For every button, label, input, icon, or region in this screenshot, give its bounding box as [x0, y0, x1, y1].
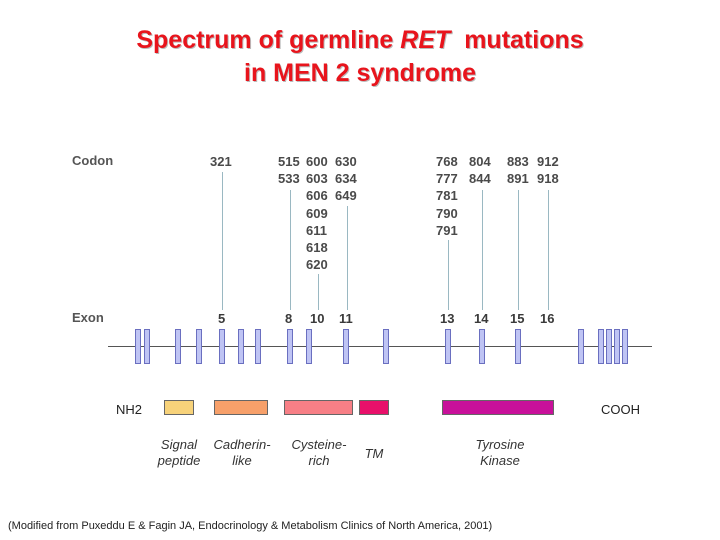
connector-line-exon-15 [518, 190, 519, 310]
connector-line-exon-14 [482, 190, 483, 310]
exon-box [175, 329, 181, 364]
exon-box [144, 329, 150, 364]
codon-column-515: 515 533 [278, 154, 300, 187]
connector-line-exon-10 [318, 274, 319, 310]
codon-column-883: 883 891 [507, 154, 529, 187]
exon-box [343, 329, 349, 364]
exon-box [515, 329, 521, 364]
tyrosine-kinase-domain [442, 400, 554, 415]
connector-line-exon-8 [290, 190, 291, 310]
exon-label: Exon [72, 310, 104, 325]
c-terminus-label: COOH [601, 402, 640, 417]
title-line-2: in MEN 2 syndrome [244, 59, 476, 87]
transmembrane-domain [359, 400, 389, 415]
exon-box [383, 329, 389, 364]
cysteine-rich-label: Cysteine-rich [291, 437, 347, 468]
exon-box [135, 329, 141, 364]
exon-box [622, 329, 628, 364]
cysteine-rich-domain [284, 400, 353, 415]
n-terminus-label: NH2 [116, 402, 143, 417]
exon-box [614, 329, 620, 364]
transmembrane-label: TM [364, 446, 384, 461]
exon-box [287, 329, 293, 364]
codon-column-630: 630 634 649 [335, 154, 357, 204]
exon-number-14: 14 [474, 311, 489, 326]
exon-number-15: 15 [510, 311, 525, 326]
codon-column-600: 600 603 606 609 611 618 620 [306, 154, 328, 273]
exon-box [238, 329, 244, 364]
exon-box [479, 329, 485, 364]
connector-line-exon-5 [222, 172, 223, 310]
codon-column-912: 912 918 [537, 154, 559, 187]
signal-peptide-label: Signal peptide [157, 437, 201, 468]
exon-box [606, 329, 612, 364]
exon-box [306, 329, 312, 364]
cadherin-like-label: Cadherin-like [213, 437, 271, 468]
codon-column-768: 768 777 781 790 791 [436, 154, 458, 238]
title-line-1: Spectrum of germline RET mutations [136, 26, 584, 54]
exon-number-16: 16 [540, 311, 555, 326]
exon-number-11: 11 [339, 311, 353, 326]
exon-number-5: 5 [218, 311, 226, 326]
exon-box [255, 329, 261, 364]
exon-box [578, 329, 584, 364]
gene-baseline [108, 346, 652, 347]
codon-label: Codon [72, 153, 114, 168]
exon-number-13: 13 [440, 311, 455, 326]
codon-column-804: 804 844 [469, 154, 491, 187]
connector-line-exon-13 [448, 240, 449, 310]
tyrosine-kinase-label: Tyrosine Kinase [475, 437, 525, 468]
cadherin-like-domain [214, 400, 268, 415]
signal-peptide-domain [164, 400, 194, 415]
exon-box [196, 329, 202, 364]
exon-number-10: 10 [310, 311, 325, 326]
exon-box [219, 329, 225, 364]
exon-box [445, 329, 451, 364]
codon-column-321: 321 [210, 154, 232, 169]
citation: (Modified from Puxeddu E & Fagin JA, End… [8, 520, 493, 532]
exon-number-8: 8 [285, 311, 293, 326]
connector-line-exon-16 [548, 190, 549, 310]
connector-line-exon-11 [347, 206, 348, 310]
exon-box [598, 329, 604, 364]
